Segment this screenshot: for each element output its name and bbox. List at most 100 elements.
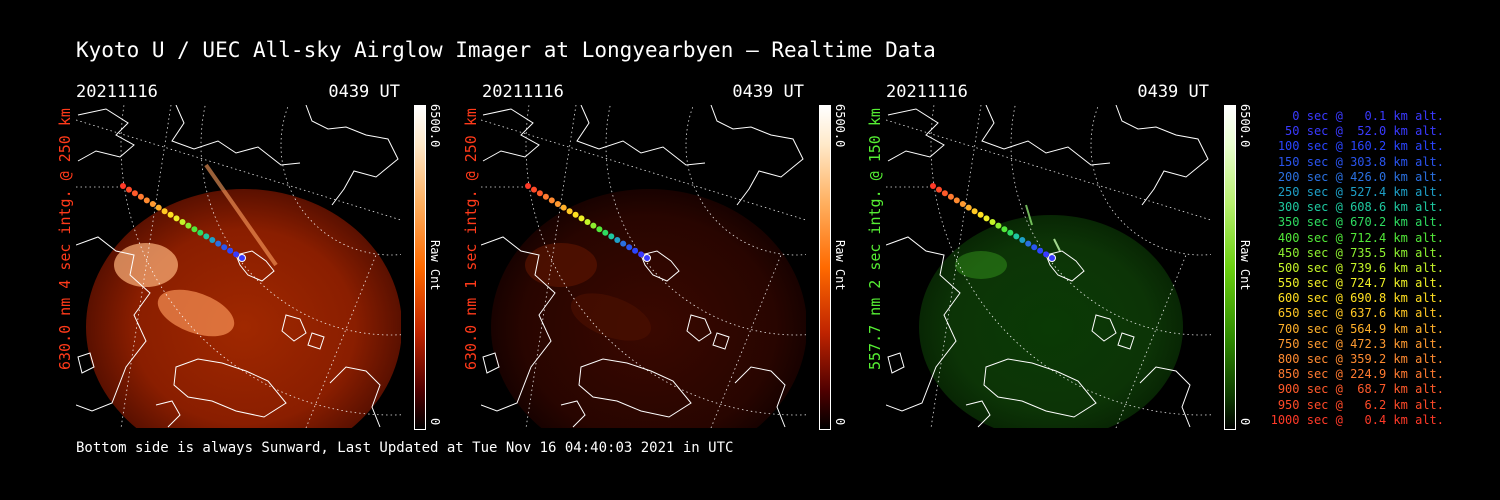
trajectory-point — [959, 201, 966, 207]
panel2-image — [481, 105, 806, 428]
trajectory-point — [643, 254, 651, 262]
legend-row: 350 sec @ 670.2 km alt. — [1277, 215, 1444, 230]
trajectory-point — [1031, 244, 1038, 251]
panel3-image — [886, 105, 1211, 428]
trajectory-point — [578, 215, 585, 222]
legend-row: 500 sec @ 739.6 km alt. — [1277, 260, 1444, 275]
trajectory-point — [143, 197, 150, 204]
trajectory-point — [531, 186, 537, 193]
trajectory-point — [233, 251, 240, 258]
trajectory-point — [155, 204, 162, 211]
legend-row: 650 sec @ 637.6 km alt. — [1277, 306, 1444, 321]
trajectory-point — [614, 237, 621, 243]
trajectory-point — [989, 219, 996, 225]
panel1-colorbar — [414, 105, 426, 430]
panel2-colorbar — [819, 105, 831, 430]
trajectory-point — [525, 183, 531, 189]
sky-disk — [86, 189, 401, 428]
trajectory-point — [542, 193, 549, 200]
trajectory-point — [566, 208, 573, 215]
trajectory-point — [120, 183, 126, 189]
trajectory-point — [137, 193, 144, 200]
trajectory-point — [608, 233, 615, 240]
trajectory-point — [977, 211, 984, 218]
trajectory-point — [965, 204, 972, 211]
panel1-cbar-unit: Raw Cnt — [428, 240, 442, 291]
legend-row: 600 sec @ 690.8 km alt. — [1277, 291, 1444, 306]
legend-row: 850 sec @ 224.9 km alt. — [1277, 367, 1444, 382]
panel3-date: 20211116 — [886, 82, 968, 102]
trajectory-point — [941, 190, 948, 197]
panel2-cbar-unit: Raw Cnt — [833, 240, 847, 291]
legend-row: 550 sec @ 724.7 km alt. — [1277, 276, 1444, 291]
panel2-time: 0439 UT — [732, 82, 804, 102]
legend-row: 200 sec @ 426.0 km alt. — [1277, 169, 1444, 184]
panel1-cbar-max: 6500.0 — [428, 104, 442, 148]
trajectory-point — [126, 186, 132, 193]
legend-row: 700 sec @ 564.9 km alt. — [1277, 321, 1444, 336]
panel1-time: 0439 UT — [328, 82, 400, 102]
trajectory-point — [1048, 254, 1056, 262]
panel3-cbar-min: 0 — [1238, 418, 1252, 426]
trajectory-point — [1043, 251, 1050, 258]
trajectory-point — [548, 197, 555, 204]
trajectory-point — [572, 211, 579, 218]
trajectory-point — [1025, 240, 1032, 247]
legend-row: 300 sec @ 608.6 km alt. — [1277, 200, 1444, 215]
coastlines — [481, 105, 804, 428]
legend-row: 1000 sec @ 0.4 km alt. — [1270, 412, 1444, 427]
panel2-date: 20211116 — [482, 82, 564, 102]
trajectory-point — [149, 201, 156, 207]
footer-note: Bottom side is always Sunward, Last Upda… — [76, 440, 734, 456]
trajectory-point — [215, 240, 222, 247]
legend-row: 750 sec @ 472.3 km alt. — [1277, 336, 1444, 351]
trajectory-point — [626, 244, 633, 251]
sky-disk — [491, 189, 806, 428]
trajectory-point — [161, 208, 168, 215]
trajectory-point — [560, 204, 567, 211]
trajectory-point — [167, 211, 174, 218]
legend-row: 900 sec @ 68.7 km alt. — [1277, 382, 1444, 397]
trajectory-point — [1019, 237, 1026, 243]
trajectory-point — [221, 244, 228, 251]
trajectory-point — [584, 219, 591, 225]
trajectory-point — [536, 190, 543, 197]
trajectory-legend: 0 sec @ 0.1 km alt. 50 sec @ 52.0 km alt.… — [1262, 109, 1444, 428]
trajectory-point — [947, 193, 954, 200]
trajectory-point — [554, 201, 561, 207]
panel2-cbar-min: 0 — [833, 418, 847, 426]
trajectory-point — [179, 219, 186, 225]
legend-row: 0 sec @ 0.1 km alt. — [1292, 109, 1444, 123]
panel2-channel-label: 630.0 nm 1 sec intg. @ 250 km — [462, 108, 480, 370]
trajectory-point — [983, 215, 990, 222]
panel3-cbar-max: 6500.0 — [1238, 104, 1252, 148]
trajectory-point — [995, 222, 1002, 229]
trajectory-point — [227, 247, 234, 254]
trajectory-point — [632, 247, 639, 254]
trajectory-point — [590, 222, 597, 229]
trajectory-point — [131, 190, 138, 197]
trajectory-point — [971, 208, 978, 215]
panel3-colorbar — [1224, 105, 1236, 430]
trajectory-point — [209, 237, 216, 243]
panel1-channel-label: 630.0 nm 4 sec intg. @ 250 km — [56, 108, 74, 370]
legend-row: 400 sec @ 712.4 km alt. — [1277, 230, 1444, 245]
trajectory-point — [596, 226, 603, 233]
trajectory-point — [191, 226, 198, 233]
panel1-image — [76, 105, 401, 428]
page-title: Kyoto U / UEC All-sky Airglow Imager at … — [76, 38, 936, 62]
allsky-map — [886, 105, 1211, 428]
trajectory-point — [936, 186, 942, 193]
trajectory-point — [238, 254, 246, 262]
legend-row: 450 sec @ 735.5 km alt. — [1277, 245, 1444, 260]
legend-row: 250 sec @ 527.4 km alt. — [1277, 184, 1444, 199]
trajectory-point — [953, 197, 960, 204]
panel3-time: 0439 UT — [1137, 82, 1209, 102]
sky-disk — [919, 215, 1183, 428]
trajectory-point — [1001, 226, 1008, 233]
coastlines — [886, 105, 1209, 428]
legend-row: 150 sec @ 303.8 km alt. — [1277, 154, 1444, 169]
trajectory-point — [1013, 233, 1020, 240]
panel1-cbar-min: 0 — [428, 418, 442, 426]
trajectory-point — [1007, 229, 1014, 236]
